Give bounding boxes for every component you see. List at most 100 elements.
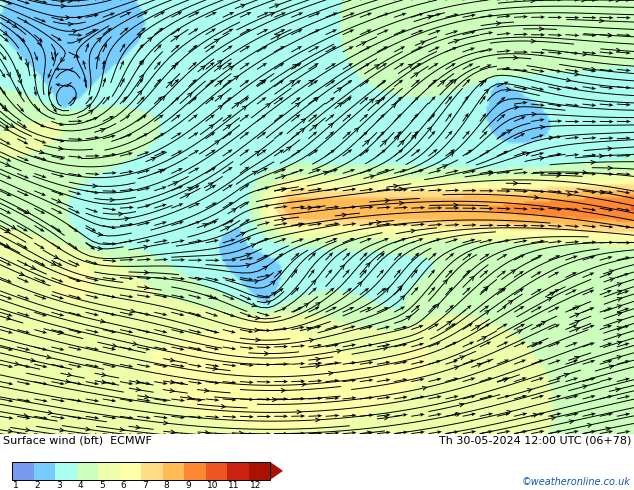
- FancyArrowPatch shape: [255, 328, 259, 332]
- FancyArrowPatch shape: [293, 64, 297, 68]
- Text: Surface wind (bft)  ECMWF: Surface wind (bft) ECMWF: [3, 436, 152, 446]
- FancyArrowPatch shape: [266, 301, 271, 305]
- FancyArrowPatch shape: [564, 373, 569, 377]
- FancyArrowPatch shape: [187, 396, 191, 400]
- FancyArrowPatch shape: [503, 378, 508, 382]
- FancyArrowPatch shape: [342, 213, 346, 217]
- FancyArrowPatch shape: [281, 389, 285, 392]
- FancyArrowPatch shape: [68, 22, 72, 26]
- FancyArrowPatch shape: [507, 88, 510, 92]
- FancyArrowPatch shape: [617, 356, 621, 359]
- FancyArrowPatch shape: [460, 403, 463, 407]
- Bar: [55, 462, 77, 480]
- FancyArrowPatch shape: [295, 103, 300, 107]
- FancyArrowPatch shape: [370, 98, 374, 103]
- FancyArrowPatch shape: [460, 356, 464, 360]
- FancyArrowPatch shape: [254, 280, 259, 283]
- FancyArrowPatch shape: [617, 334, 621, 338]
- FancyArrowPatch shape: [66, 16, 70, 20]
- FancyArrowPatch shape: [531, 39, 535, 43]
- FancyArrowPatch shape: [452, 79, 456, 83]
- FancyArrowPatch shape: [281, 175, 286, 178]
- FancyArrowPatch shape: [164, 421, 168, 425]
- Bar: [77, 462, 98, 480]
- FancyArrowPatch shape: [125, 217, 129, 221]
- FancyArrowPatch shape: [160, 96, 165, 100]
- FancyArrowPatch shape: [246, 253, 250, 257]
- FancyArrowPatch shape: [158, 170, 164, 173]
- FancyArrowPatch shape: [234, 76, 238, 80]
- FancyArrowPatch shape: [583, 385, 587, 389]
- FancyArrowPatch shape: [97, 37, 101, 42]
- FancyArrowPatch shape: [256, 316, 259, 320]
- FancyArrowPatch shape: [31, 266, 36, 269]
- FancyArrowPatch shape: [443, 165, 447, 169]
- FancyArrowPatch shape: [531, 0, 535, 3]
- FancyArrowPatch shape: [534, 196, 538, 199]
- FancyArrowPatch shape: [485, 310, 489, 315]
- FancyArrowPatch shape: [5, 244, 10, 247]
- FancyArrowPatch shape: [608, 166, 612, 170]
- FancyArrowPatch shape: [290, 80, 295, 84]
- FancyArrowPatch shape: [532, 112, 536, 116]
- FancyArrowPatch shape: [477, 363, 482, 367]
- FancyArrowPatch shape: [171, 430, 175, 434]
- FancyArrowPatch shape: [287, 147, 291, 151]
- FancyArrowPatch shape: [366, 263, 370, 267]
- FancyArrowPatch shape: [302, 383, 306, 387]
- FancyArrowPatch shape: [370, 175, 374, 178]
- FancyArrowPatch shape: [144, 245, 148, 249]
- Polygon shape: [270, 462, 283, 480]
- FancyArrowPatch shape: [514, 105, 519, 109]
- FancyArrowPatch shape: [136, 425, 140, 429]
- FancyArrowPatch shape: [54, 255, 58, 259]
- FancyArrowPatch shape: [337, 87, 342, 92]
- FancyArrowPatch shape: [72, 29, 77, 33]
- Bar: [205, 462, 227, 480]
- FancyArrowPatch shape: [77, 39, 82, 43]
- FancyArrowPatch shape: [575, 320, 579, 324]
- FancyArrowPatch shape: [217, 60, 223, 64]
- FancyArrowPatch shape: [340, 265, 345, 270]
- FancyArrowPatch shape: [316, 364, 320, 368]
- FancyArrowPatch shape: [414, 73, 418, 76]
- FancyArrowPatch shape: [65, 379, 70, 383]
- FancyArrowPatch shape: [617, 283, 622, 287]
- FancyArrowPatch shape: [133, 342, 137, 345]
- FancyArrowPatch shape: [618, 297, 622, 301]
- FancyArrowPatch shape: [269, 13, 275, 16]
- FancyArrowPatch shape: [188, 187, 192, 191]
- FancyArrowPatch shape: [540, 156, 544, 160]
- FancyArrowPatch shape: [67, 373, 72, 377]
- FancyArrowPatch shape: [588, 423, 592, 427]
- FancyArrowPatch shape: [13, 24, 17, 27]
- FancyArrowPatch shape: [208, 183, 213, 187]
- FancyArrowPatch shape: [323, 171, 328, 175]
- FancyArrowPatch shape: [60, 428, 64, 432]
- FancyArrowPatch shape: [427, 126, 432, 131]
- Text: 3: 3: [56, 481, 61, 490]
- FancyArrowPatch shape: [151, 157, 156, 161]
- FancyArrowPatch shape: [58, 147, 63, 150]
- Bar: [227, 462, 249, 480]
- FancyArrowPatch shape: [11, 225, 16, 229]
- FancyArrowPatch shape: [297, 410, 301, 414]
- FancyArrowPatch shape: [525, 152, 530, 156]
- FancyArrowPatch shape: [281, 188, 285, 192]
- FancyArrowPatch shape: [507, 411, 511, 414]
- FancyArrowPatch shape: [575, 306, 579, 310]
- Text: 4: 4: [77, 481, 83, 490]
- FancyArrowPatch shape: [252, 303, 256, 307]
- FancyArrowPatch shape: [8, 429, 13, 433]
- FancyArrowPatch shape: [266, 103, 271, 107]
- FancyArrowPatch shape: [246, 264, 250, 268]
- FancyArrowPatch shape: [225, 226, 230, 230]
- FancyArrowPatch shape: [148, 37, 152, 42]
- FancyArrowPatch shape: [605, 427, 610, 431]
- FancyArrowPatch shape: [25, 62, 29, 67]
- FancyArrowPatch shape: [617, 319, 622, 323]
- FancyArrowPatch shape: [533, 414, 538, 417]
- FancyArrowPatch shape: [450, 152, 454, 156]
- FancyArrowPatch shape: [557, 173, 560, 177]
- FancyArrowPatch shape: [533, 343, 537, 346]
